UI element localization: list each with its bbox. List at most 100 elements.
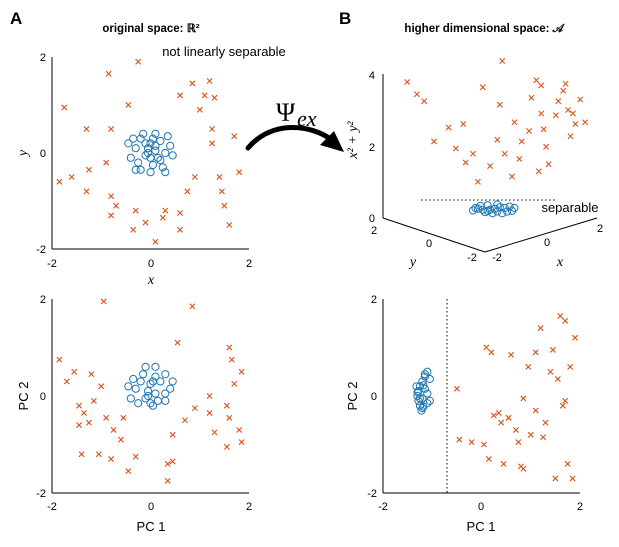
cross-point <box>540 434 547 441</box>
circle-point <box>161 396 170 405</box>
circle-point <box>126 394 135 403</box>
cross-point <box>226 222 233 228</box>
cross-point <box>508 351 515 358</box>
panel-b-title: higher dimensional space: 𝒜 <box>404 23 566 35</box>
cross-point <box>113 202 120 209</box>
circle-point <box>148 134 158 143</box>
cross-point <box>85 166 92 173</box>
cross-point <box>223 443 230 450</box>
cross-point <box>177 210 184 216</box>
circle-point <box>156 156 165 165</box>
cross-point <box>515 439 522 446</box>
cross-point <box>520 465 527 472</box>
circle-point <box>425 374 434 384</box>
x-axis-label: PC 1 <box>137 519 166 534</box>
cross-point <box>108 126 115 132</box>
circle-point <box>148 377 158 386</box>
cross-point <box>554 376 561 383</box>
cross-point <box>110 426 117 433</box>
cross-point <box>470 150 476 157</box>
cross-point <box>56 356 63 363</box>
cross-point <box>564 460 571 467</box>
cross-point <box>81 409 88 416</box>
circle-point <box>420 372 429 381</box>
x-tick-label: 0 <box>544 237 550 249</box>
cross-point <box>56 178 63 185</box>
panel-letter-a: A <box>10 9 22 28</box>
circle-point <box>126 153 135 162</box>
depth-tick-label: 0 <box>426 238 432 250</box>
y-axis-label: PC 2 <box>16 382 31 411</box>
cross-point <box>552 112 559 119</box>
cross-point <box>211 94 218 101</box>
circle-point <box>423 367 432 376</box>
cross-point <box>474 178 481 185</box>
circle-point <box>146 153 155 162</box>
cross-point <box>142 219 149 226</box>
cross-point <box>496 101 503 108</box>
x-tick-label: -2 <box>378 501 388 513</box>
z-tick-label: 4 <box>369 70 375 82</box>
cross-point <box>189 80 196 87</box>
circle-point <box>146 379 155 388</box>
circle-point <box>139 129 148 138</box>
cross-point <box>226 414 233 421</box>
cross-point <box>485 456 492 463</box>
x-tick-label: 0 <box>478 501 484 513</box>
circle-point <box>510 203 519 213</box>
circle-point <box>143 144 153 153</box>
cross-point <box>495 409 502 416</box>
plot-higher-dimensional-space: separable 4 2 0 2 0 -2 -2 0 2 y x x² + y… <box>346 58 603 270</box>
circle-point <box>468 206 478 215</box>
cross-point <box>201 92 208 99</box>
circle-point <box>168 151 177 160</box>
circle-point <box>483 201 492 210</box>
cross-point <box>76 422 83 429</box>
circle-point <box>490 204 500 213</box>
cross-point <box>228 356 235 363</box>
cross-point <box>404 79 411 85</box>
x-axis-label: x <box>147 273 155 288</box>
circle-point <box>418 404 427 413</box>
cross-point <box>130 226 137 233</box>
plot-pca-higher: 2 0 -2 -2 0 2 PC 1 PC 2 <box>345 294 583 534</box>
cross-point <box>572 121 579 127</box>
circle-point <box>141 362 150 371</box>
cross-point <box>85 419 92 426</box>
cross-point <box>231 380 238 387</box>
cross-point <box>460 121 467 127</box>
cross-point <box>540 126 547 133</box>
x-axis-line <box>484 217 598 253</box>
cross-point <box>562 80 569 87</box>
circle-point <box>148 160 158 170</box>
cross-point <box>421 98 428 105</box>
cross-point <box>547 368 554 375</box>
cross-point <box>63 378 70 385</box>
circle-point <box>134 399 143 408</box>
cross-point <box>132 453 139 460</box>
x-tick-label: 2 <box>246 501 252 513</box>
cross-point <box>83 126 90 132</box>
cross-point <box>516 156 523 162</box>
circle-point <box>414 396 423 405</box>
mapping-arrow: Ψ ex <box>245 98 344 152</box>
circle-point <box>163 132 172 141</box>
cross-point <box>125 468 132 475</box>
circle-point <box>148 401 158 410</box>
cross-point <box>117 436 124 443</box>
x-tick-label: -2 <box>492 252 502 264</box>
y-tick-label: -2 <box>36 244 46 256</box>
annotation-separable: separable <box>541 200 598 215</box>
cross-point <box>533 77 540 84</box>
cross-point <box>98 383 105 390</box>
cross-point <box>196 106 203 113</box>
cross-point <box>162 207 169 214</box>
cross-point <box>562 317 569 324</box>
panel-letter-b: B <box>339 9 351 28</box>
y-tick-label: 0 <box>40 148 46 160</box>
cross-point <box>191 405 198 412</box>
cross-point <box>445 124 452 131</box>
cross-point <box>526 128 533 134</box>
cross-point <box>569 110 576 117</box>
